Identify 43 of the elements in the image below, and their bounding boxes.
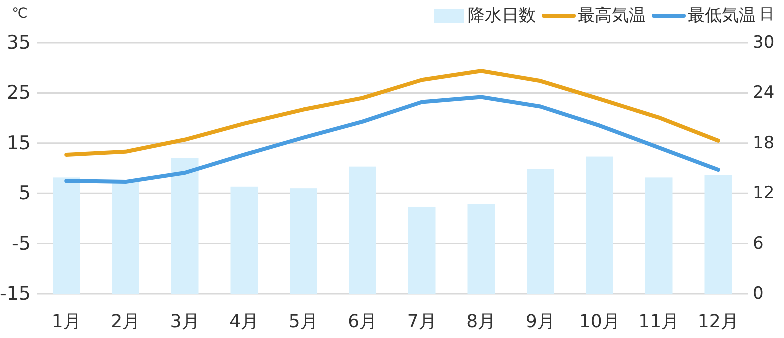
y2-tick-label: 0 (753, 284, 764, 304)
x-tick-label: 7月 (407, 312, 437, 332)
bar (468, 204, 495, 294)
bar (112, 180, 140, 294)
y2-tick-label: 12 (753, 184, 775, 204)
legend-label: 最低気温 (688, 6, 756, 26)
y-tick-label: -5 (12, 232, 31, 255)
x-tick-label: 10月 (579, 312, 620, 332)
y-tick-label: 5 (18, 182, 31, 205)
line-series (64, 69, 720, 157)
x-tick-label: 4月 (230, 312, 260, 332)
bar (586, 156, 614, 294)
x-tick-label: 6月 (348, 312, 378, 332)
legend-label: 最高気温 (578, 6, 646, 26)
bar (230, 186, 258, 294)
line-series (64, 95, 720, 184)
x-tick-label: 5月 (288, 312, 318, 332)
y2-tick-label: 18 (753, 133, 775, 154)
y-tick-label: 15 (6, 132, 31, 154)
legend-label: 降水日数 (468, 6, 536, 26)
x-tick-label: 8月 (466, 312, 496, 332)
y-tick-label: -15 (0, 283, 31, 305)
y2-tick-label: 6 (753, 234, 764, 254)
x-tick-label: 9月 (526, 312, 556, 332)
bar (290, 188, 318, 294)
x-tick-label: 3月 (170, 312, 200, 332)
x-tick-label: 1月 (52, 312, 82, 332)
bar (704, 175, 732, 294)
bar (645, 178, 673, 294)
y2-axis-title: 日 (760, 5, 774, 23)
y2-tick-label: 24 (753, 83, 775, 104)
y-tick-label: 35 (6, 32, 31, 54)
y-axis-title: ℃ (12, 6, 28, 22)
bar (171, 158, 199, 294)
bar (526, 169, 554, 294)
x-tick-label: 12月 (698, 312, 739, 332)
x-tick-label: 11月 (638, 312, 680, 332)
bar (349, 166, 376, 294)
bar (408, 206, 436, 294)
bar (53, 178, 80, 294)
x-tick-label: 2月 (111, 312, 141, 332)
y2-tick-label: 30 (753, 33, 775, 53)
y-tick-label: 25 (6, 82, 31, 104)
